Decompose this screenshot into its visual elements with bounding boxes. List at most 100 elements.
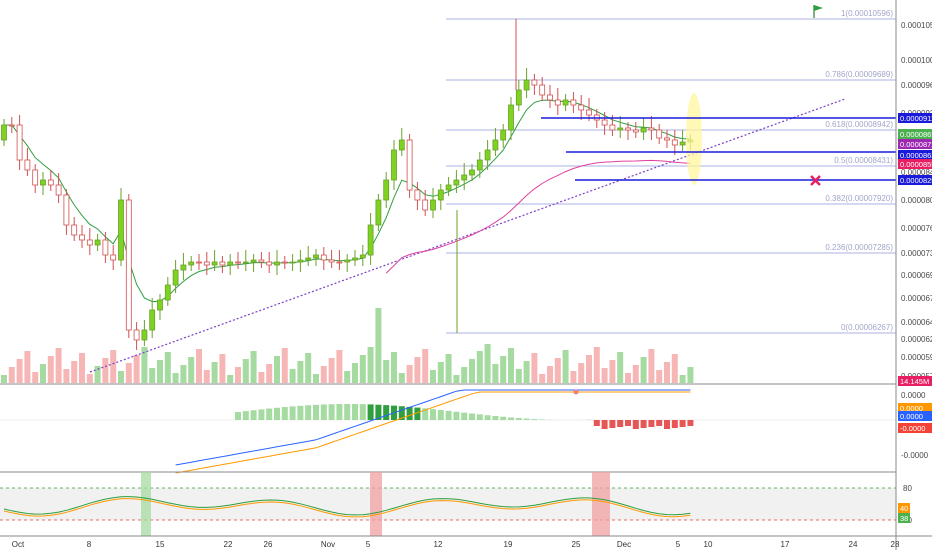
candle-body (492, 139, 499, 151)
price-label-text: 14.145M (900, 377, 929, 386)
candle-body (219, 261, 226, 266)
candle-body (133, 329, 140, 341)
y-tick-label: 0.00008000 (901, 196, 932, 205)
stoch-label-text: 38 (900, 514, 908, 523)
x-tick-label: 15 (156, 540, 165, 549)
stoch-label-box (898, 503, 910, 513)
candle-body (86, 239, 93, 246)
macd-histogram-bar (523, 418, 530, 420)
candle-body (617, 127, 624, 131)
macd-tick-label: 0.0000 (901, 391, 926, 400)
volume-bar (469, 359, 475, 383)
candle-body (344, 259, 351, 263)
candle-body (671, 139, 678, 146)
candle-body (531, 79, 538, 86)
candle-body (102, 239, 109, 256)
candle-body (601, 119, 608, 126)
candle-body (305, 257, 312, 261)
volume-bar (8, 367, 15, 383)
x-tick-label: 22 (224, 540, 233, 549)
volume-bar (523, 361, 530, 383)
y-tick-label: 0.00010000 (901, 56, 932, 65)
candle-body (227, 261, 234, 266)
fib-level-label: 0(0.00006267) (841, 323, 893, 332)
volume-bar (297, 361, 304, 383)
macd-histogram-bar (687, 420, 694, 426)
volume-bar (203, 370, 210, 383)
volume-bar (266, 364, 273, 383)
x-tick-label: 17 (781, 540, 790, 549)
candle-body (211, 261, 218, 266)
candle-body (679, 141, 686, 146)
fib-level-label: 0.618(0.00008942) (825, 120, 893, 129)
candle-body (648, 127, 655, 131)
price-labels: 0.00009116 0.000086720.00008721 0.00008631… (898, 113, 932, 523)
candle-body (320, 254, 327, 261)
candle-body (484, 149, 491, 161)
macd-histogram-bar (383, 405, 390, 420)
candle-body (71, 224, 78, 236)
candle-body (422, 199, 429, 211)
volume-bar (570, 371, 577, 383)
macd-histogram-bar (274, 407, 280, 420)
volume-bar (656, 370, 663, 383)
candle-body (539, 84, 546, 96)
y-tick-label: 0.00006200 (901, 335, 932, 344)
volume-bar (539, 374, 546, 383)
x-tick-label: 28 (891, 540, 900, 549)
candle-body (367, 224, 374, 256)
volume-bar (500, 356, 507, 383)
x-tick-label: 26 (264, 540, 273, 549)
macd-histogram-bar (320, 404, 327, 420)
flag-icon (813, 5, 823, 18)
volume-bar (375, 308, 382, 383)
candle-body (94, 239, 101, 246)
volume-bar (593, 347, 600, 383)
macd-histogram-bar (617, 420, 624, 427)
volume-bar (391, 352, 397, 383)
candle-body (500, 129, 507, 141)
candle-body (242, 261, 249, 264)
volume-bar (313, 374, 319, 383)
candle-body (461, 174, 468, 181)
candle-body (515, 89, 522, 106)
y-tick-label: 0.00009600 (901, 81, 932, 90)
y-tick-label: 0.00006450 (901, 318, 932, 327)
volume-bar (79, 353, 85, 383)
volume-bar (414, 357, 421, 383)
price-label-text: 0.00008721 (900, 140, 932, 149)
macd-histogram-bar (305, 405, 312, 420)
candle-body (149, 309, 156, 331)
x-tick-label: Nov (321, 540, 335, 549)
candle-body (16, 124, 23, 161)
volume-bar (367, 347, 374, 383)
stoch-label-box (898, 513, 910, 523)
candle-body (508, 104, 514, 131)
macd-label-text: 0.0000 (900, 404, 923, 413)
macd-histogram-bar (664, 420, 670, 429)
volume-bar (141, 347, 148, 383)
candle-body (632, 129, 639, 133)
volume-bar (125, 363, 132, 383)
candle-body (55, 184, 62, 196)
candle-body (414, 189, 421, 201)
macd-histogram-bar (539, 419, 546, 420)
candle-body (640, 127, 647, 133)
volume-bar (671, 354, 678, 383)
candle-body (554, 99, 561, 106)
macd-histogram-bar (297, 405, 304, 420)
stoch-band (0, 488, 896, 520)
macd-histogram-bar (414, 407, 421, 420)
candle-body (336, 261, 343, 264)
candle-body (110, 254, 117, 261)
x-tick-label: 5 (676, 540, 681, 549)
price-label-text: 0.00008631 (900, 151, 932, 160)
candle-body (578, 104, 585, 111)
candle-body (63, 194, 70, 226)
candle-body (118, 199, 124, 261)
volume-bar (586, 355, 592, 383)
macd-histogram-bar (656, 420, 663, 426)
volume-bar (47, 356, 54, 383)
candle-body (328, 259, 335, 263)
